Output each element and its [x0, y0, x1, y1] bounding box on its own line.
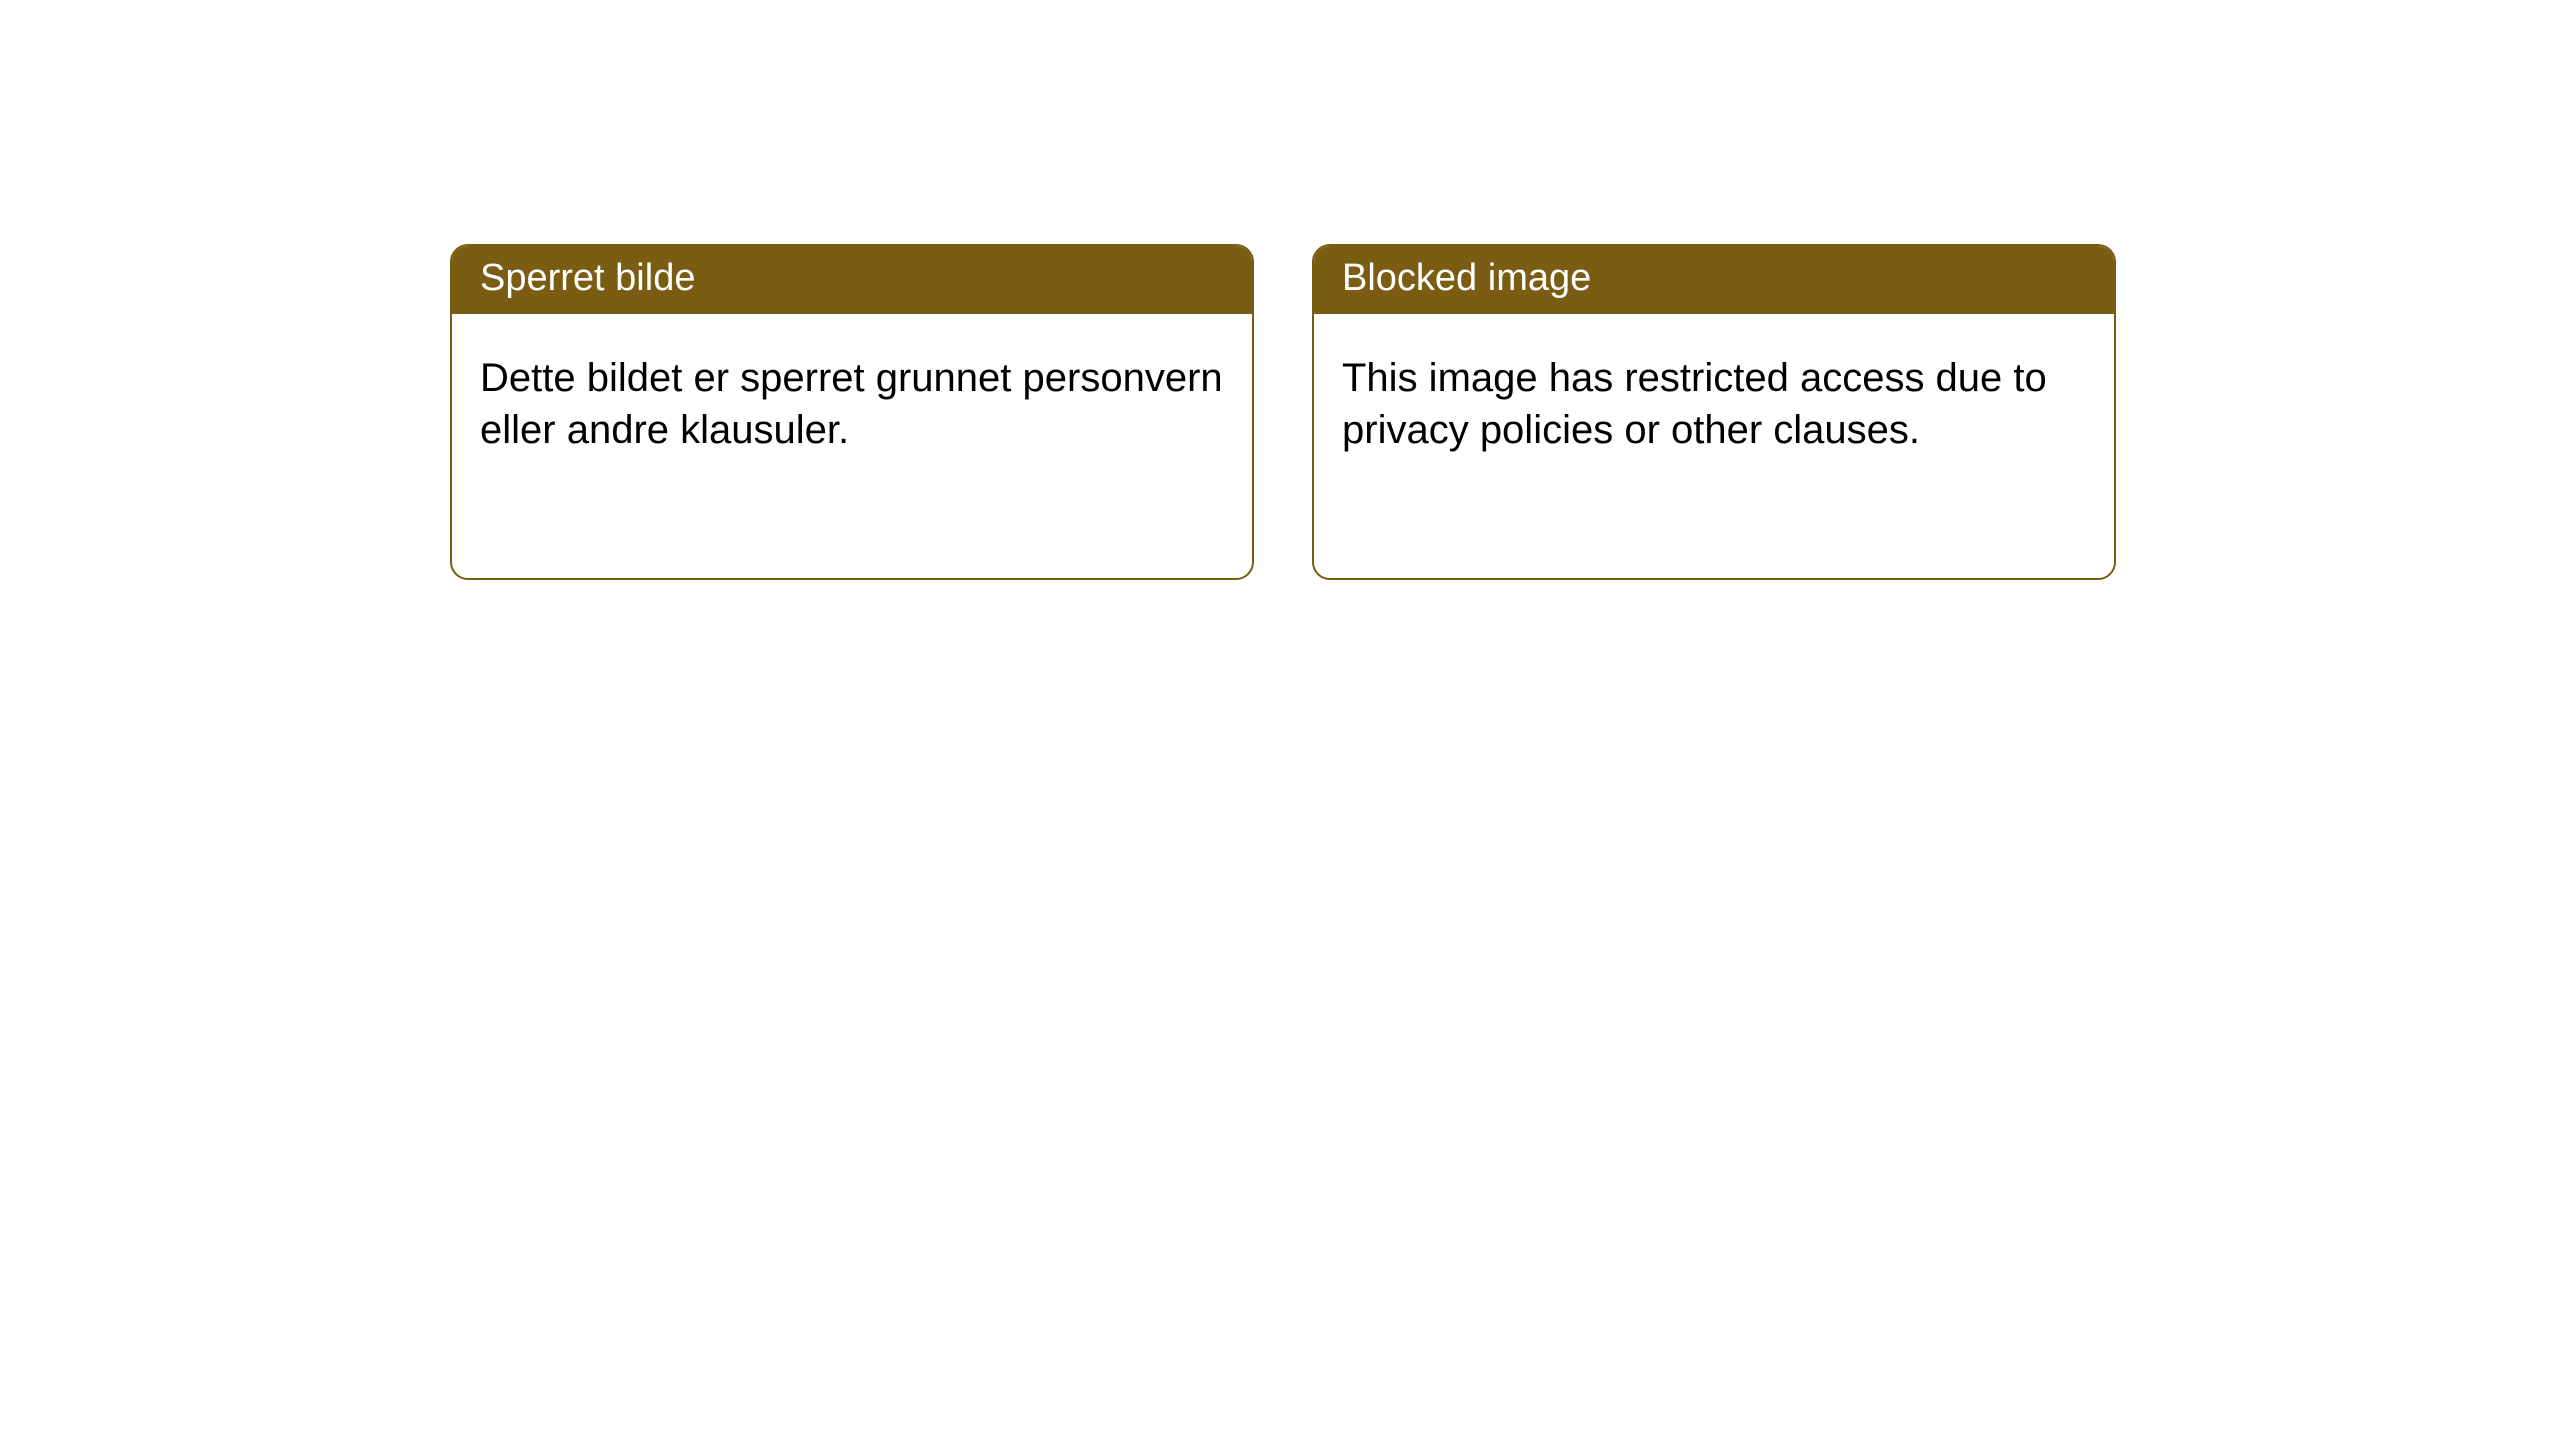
notice-box-norwegian: Sperret bilde Dette bildet er sperret gr…: [450, 244, 1254, 580]
notice-body-english: This image has restricted access due to …: [1314, 314, 2114, 476]
notice-header-norwegian: Sperret bilde: [452, 246, 1252, 314]
notice-box-english: Blocked image This image has restricted …: [1312, 244, 2116, 580]
notice-header-english: Blocked image: [1314, 246, 2114, 314]
notice-container: Sperret bilde Dette bildet er sperret gr…: [0, 0, 2560, 580]
notice-body-norwegian: Dette bildet er sperret grunnet personve…: [452, 314, 1252, 476]
